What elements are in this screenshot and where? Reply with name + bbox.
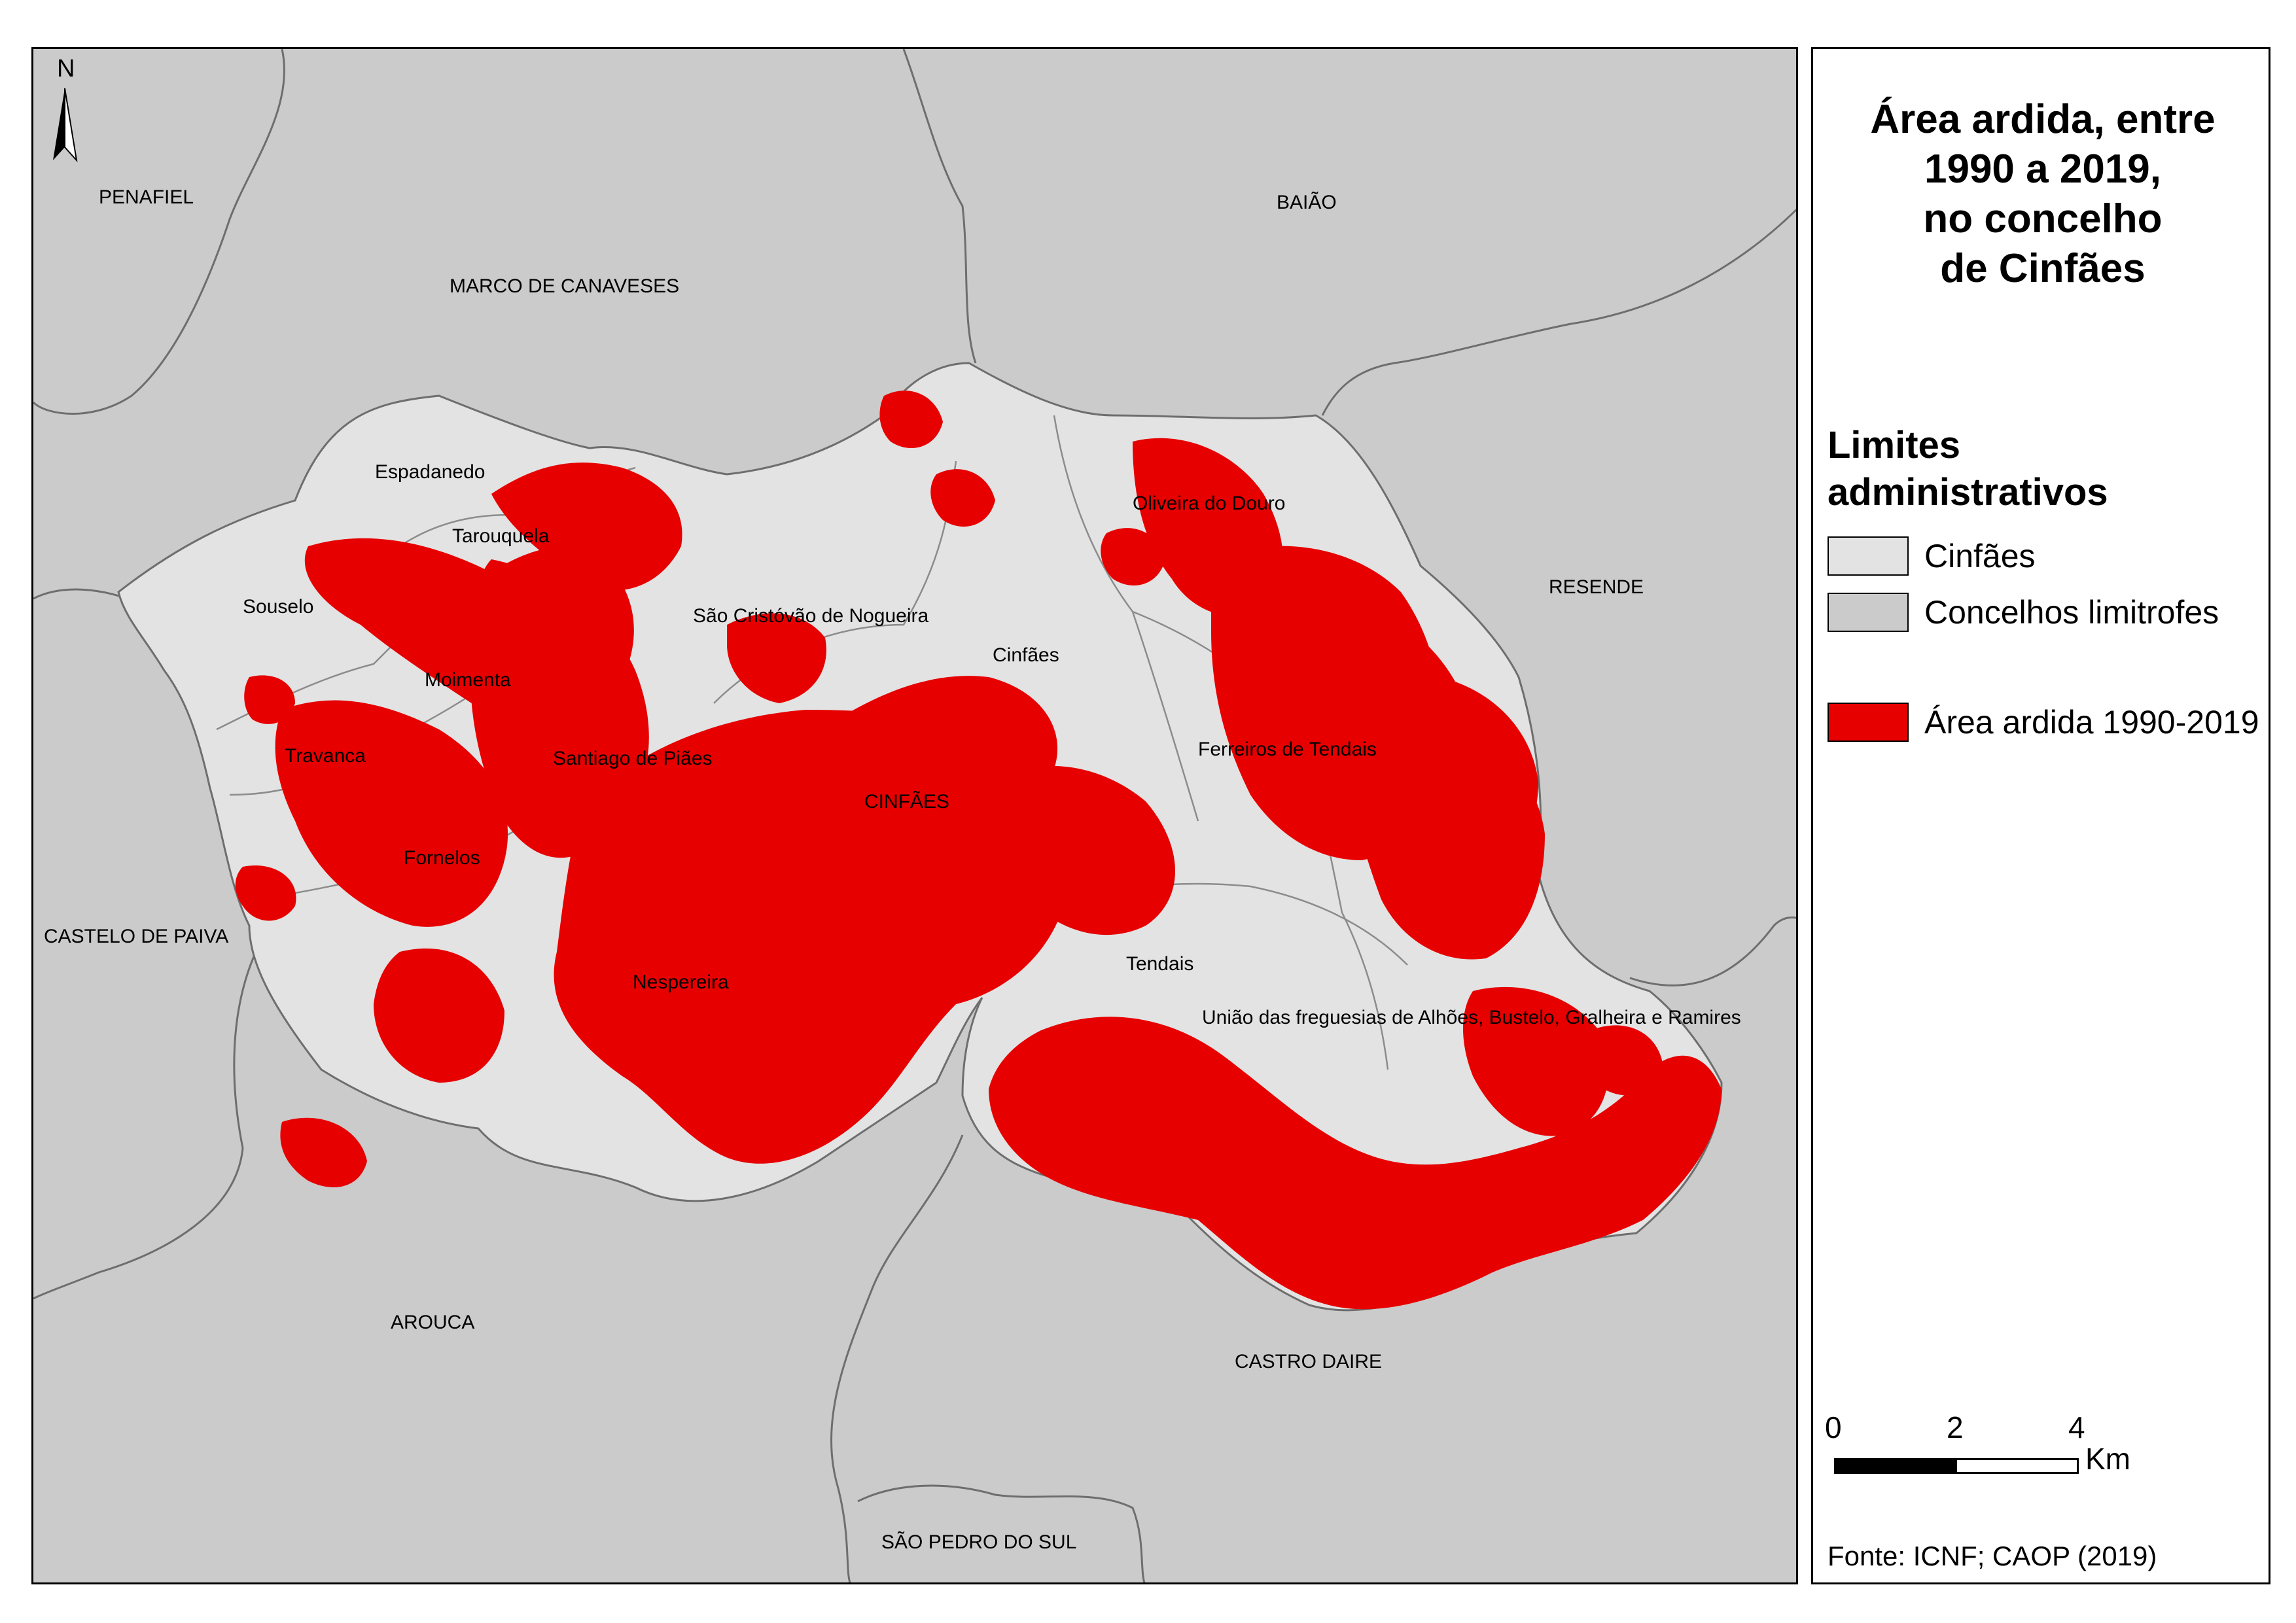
label-nespereira: Nespereira bbox=[633, 971, 729, 993]
label-castelo-de-paiva: CASTELO DE PAIVA bbox=[44, 926, 228, 947]
label-arouca: AROUCA bbox=[391, 1312, 474, 1333]
north-letter: N bbox=[57, 55, 75, 82]
scale-unit: Km bbox=[2085, 1442, 2130, 1476]
label-moimenta: Moimenta bbox=[425, 669, 511, 691]
label-cinfaes-parish: Cinfães bbox=[993, 644, 1059, 666]
boundary-paiva-arouca bbox=[33, 951, 257, 1300]
label-sao-cristovao-de-nogueira: São Cristóvão de Nogueira bbox=[693, 605, 929, 627]
label-fornelos: Fornelos bbox=[404, 847, 480, 869]
scale-bar-frame bbox=[1834, 1458, 2079, 1474]
burned-area-patches bbox=[235, 391, 1722, 1310]
legend-label-area-ardida: Área ardida 1990-2019 bbox=[1924, 704, 2259, 741]
label-cinfaes-municipality: CINFÃES bbox=[864, 790, 949, 812]
neighbor-labels: PENAFIEL MARCO DE CANAVESES BAIÃO RESEND… bbox=[44, 186, 1644, 1553]
neighbor-boundaries bbox=[33, 49, 1796, 1582]
swatch-concelhos bbox=[1828, 593, 1909, 632]
north-arrow-icon: N bbox=[53, 55, 78, 163]
label-penafiel: PENAFIEL bbox=[99, 186, 194, 208]
parish-labels: CINFÃES Espadanedo Tarouquela Souselo Mo… bbox=[243, 461, 1741, 1028]
label-baiao: BAIÃO bbox=[1277, 191, 1337, 213]
map-canvas: N PENAFIEL MARCO DE CANAVESES BAIÃO RESE… bbox=[33, 49, 1796, 1582]
label-travanca: Travanca bbox=[285, 745, 366, 767]
label-uniao-freguesias: União das freguesias de Alhões, Bustelo,… bbox=[1202, 1007, 1741, 1028]
scale-tick-0: 0 bbox=[1825, 1410, 1842, 1444]
label-ferreiros-de-tendais: Ferreiros de Tendais bbox=[1198, 739, 1377, 760]
legend-label-cinfaes: Cinfães bbox=[1924, 538, 2036, 574]
map-frame: N PENAFIEL MARCO DE CANAVESES BAIÃO RESE… bbox=[31, 47, 1798, 1584]
boundary-penafiel-marco bbox=[33, 49, 286, 415]
label-tarouquela: Tarouquela bbox=[452, 525, 550, 547]
scale-bar-filled-segment bbox=[1836, 1460, 1957, 1472]
swatch-cinfaes bbox=[1828, 536, 1909, 576]
label-resende: RESENDE bbox=[1549, 576, 1644, 598]
legend-item-concelhos: Concelhos limitrofes bbox=[1828, 591, 2219, 634]
boundary-marco-baiao bbox=[902, 49, 977, 364]
boundary-sao-pedro bbox=[857, 1484, 1146, 1582]
boundary-baiao-resende bbox=[1321, 208, 1796, 416]
legend-item-cinfaes: Cinfães bbox=[1828, 534, 2036, 578]
label-santiago-de-piaes: Santiago de Piães bbox=[553, 748, 713, 769]
source-credit: Fonte: ICNF; CAOP (2019) bbox=[1828, 1541, 2157, 1571]
swatch-area-ardida bbox=[1828, 703, 1909, 742]
label-oliveira-do-douro: Oliveira do Douro bbox=[1133, 493, 1285, 514]
legend-panel: Área ardida, entre 1990 a 2019, no conce… bbox=[1811, 47, 2270, 1584]
boundary-resende-east bbox=[1629, 916, 1796, 986]
legend-item-area-ardida: Área ardida 1990-2019 bbox=[1828, 701, 2259, 744]
scale-tick-4: 4 bbox=[2068, 1410, 2085, 1444]
legend-label-concelhos: Concelhos limitrofes bbox=[1924, 594, 2219, 631]
legend-admin-heading: Limites administrativos bbox=[1828, 424, 2108, 514]
label-castro-daire: CASTRO DAIRE bbox=[1235, 1351, 1382, 1372]
label-tendais: Tendais bbox=[1126, 953, 1193, 975]
label-souselo: Souselo bbox=[243, 596, 313, 618]
label-marco-de-canaveses: MARCO DE CANAVESES bbox=[450, 275, 679, 297]
label-sao-pedro-do-sul: SÃO PEDRO DO SUL bbox=[881, 1531, 1076, 1553]
scale-tick-2: 2 bbox=[1947, 1410, 1964, 1444]
label-espadanedo: Espadanedo bbox=[375, 461, 486, 483]
legend-title: Área ardida, entre 1990 a 2019, no conce… bbox=[1870, 97, 2216, 291]
boundary-arouca-castro bbox=[830, 1134, 964, 1582]
